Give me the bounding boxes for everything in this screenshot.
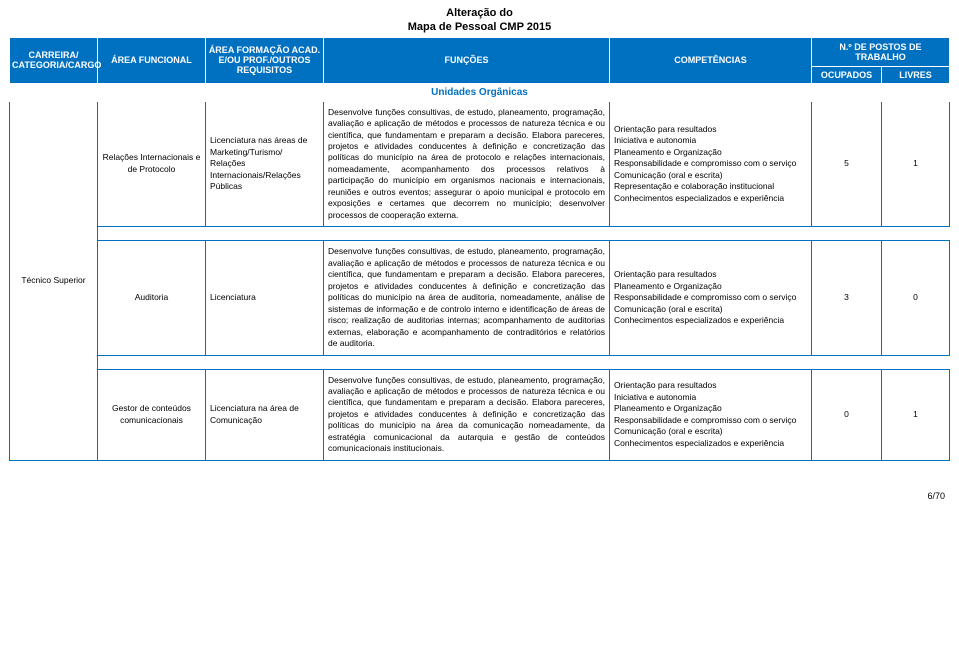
units-row: Unidades Orgânicas <box>9 83 949 101</box>
doc-title-line1: Alteração do <box>0 6 959 20</box>
header-row-1: CARREIRA/ CATEGORIA/CARGO ÁREA FUNCIONAL… <box>9 37 949 66</box>
ocupados-cell: 0 <box>811 369 881 460</box>
col-postos: N.º DE POSTOS DE TRABALHO <box>811 37 949 66</box>
livres-cell: 1 <box>881 369 949 460</box>
personnel-table: CARREIRA/ CATEGORIA/CARGO ÁREA FUNCIONAL… <box>9 37 950 461</box>
area-funcional-cell: Relações Internacionais e de Protocolo <box>97 101 205 227</box>
doc-title: Alteração do Mapa de Pessoal CMP 2015 <box>0 0 959 37</box>
ocupados-cell: 3 <box>811 241 881 355</box>
livres-cell: 0 <box>881 241 949 355</box>
table-row: Gestor de conteúdos comunicacionais Lice… <box>9 369 949 460</box>
spacer-row <box>9 227 949 241</box>
doc-title-line2: Mapa de Pessoal CMP 2015 <box>0 20 959 34</box>
page-number: 6/70 <box>0 461 959 507</box>
formacao-cell: Licenciatura nas áreas de Marketing/Turi… <box>205 101 323 227</box>
table-row: Auditoria Licenciatura Desenvolve funçõe… <box>9 241 949 355</box>
table-row: Técnico Superior Relações Internacionais… <box>9 101 949 227</box>
career-cell: Técnico Superior <box>9 101 97 460</box>
col-livres: LIVRES <box>881 66 949 83</box>
funcoes-cell: Desenvolve funções consultivas, de estud… <box>323 369 609 460</box>
ocupados-cell: 5 <box>811 101 881 227</box>
livres-cell: 1 <box>881 101 949 227</box>
col-formacao: ÁREA FORMAÇÃO ACAD. E/OU PROF./OUTROS RE… <box>205 37 323 83</box>
area-funcional-cell: Auditoria <box>97 241 205 355</box>
spacer-row <box>9 355 949 369</box>
funcoes-cell: Desenvolve funções consultivas, de estud… <box>323 101 609 227</box>
area-funcional-cell: Gestor de conteúdos comunicacionais <box>97 369 205 460</box>
formacao-cell: Licenciatura <box>205 241 323 355</box>
col-funcoes: FUNÇÕES <box>323 37 609 83</box>
col-ocupados: OCUPADOS <box>811 66 881 83</box>
funcoes-cell: Desenvolve funções consultivas, de estud… <box>323 241 609 355</box>
competencias-cell: Orientação para resultados Iniciativa e … <box>609 369 811 460</box>
units-label: Unidades Orgânicas <box>9 83 949 101</box>
formacao-cell: Licenciatura na área de Comunicação <box>205 369 323 460</box>
competencias-cell: Orientação para resultados Iniciativa e … <box>609 101 811 227</box>
competencias-cell: Orientação para resultados Planeamento e… <box>609 241 811 355</box>
col-competencias: COMPETÊNCIAS <box>609 37 811 83</box>
col-carreira: CARREIRA/ CATEGORIA/CARGO <box>9 37 97 83</box>
col-area-funcional: ÁREA FUNCIONAL <box>97 37 205 83</box>
